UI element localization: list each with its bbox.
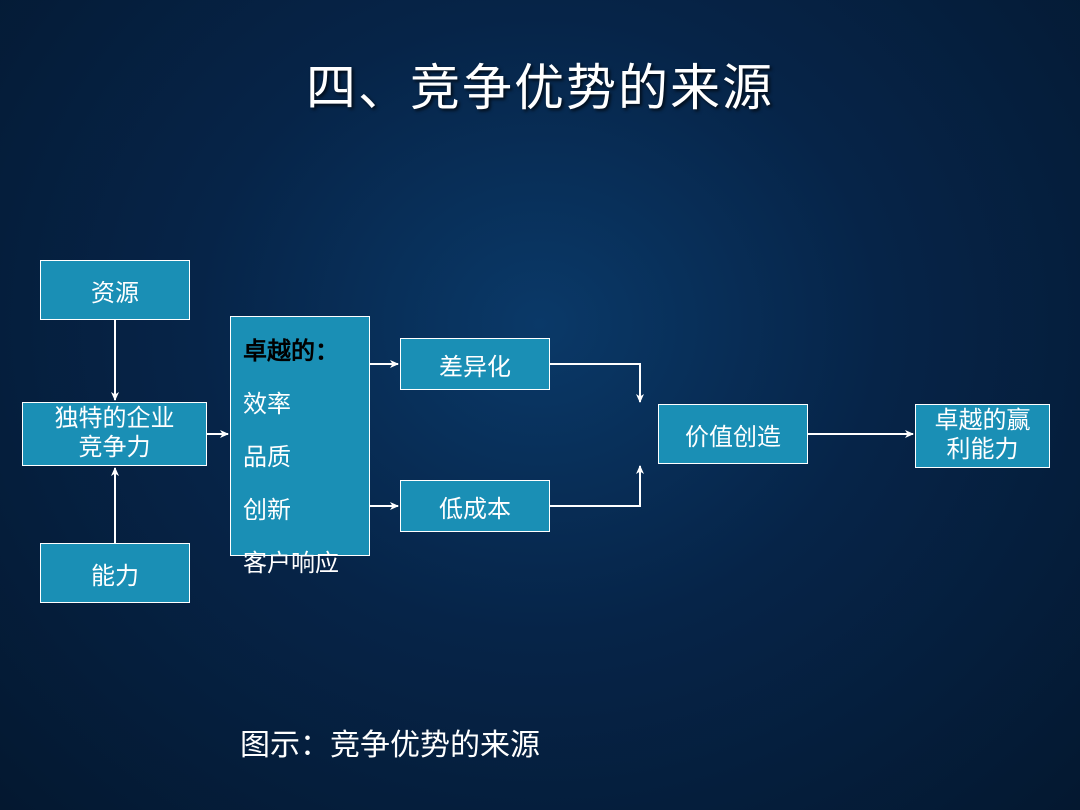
node-competence-label: 独特的企业 竞争力 <box>55 405 175 463</box>
slide-caption: 图示：竞争优势的来源 <box>240 720 540 764</box>
excellence-item-4: 客户响应 <box>243 543 339 578</box>
node-competence: 独特的企业 竞争力 <box>22 402 207 466</box>
node-differentiation: 差异化 <box>400 338 550 390</box>
excellence-item-3: 创新 <box>243 490 291 525</box>
excellence-heading: 卓越的： <box>243 331 339 366</box>
edge-differentiation-value <box>550 364 640 402</box>
node-lowcost: 低成本 <box>400 480 550 532</box>
node-profit-label: 卓越的赢 利能力 <box>935 407 1031 465</box>
node-capability: 能力 <box>40 543 190 603</box>
node-value: 价值创造 <box>658 404 808 464</box>
node-profit: 卓越的赢 利能力 <box>915 404 1050 468</box>
node-resources: 资源 <box>40 260 190 320</box>
excellence-item-2: 品质 <box>243 437 291 472</box>
node-excellence: 卓越的： 效率 品质 创新 客户响应 <box>230 316 370 556</box>
slide-title: 四、竞争优势的来源 <box>0 0 1080 120</box>
excellence-item-1: 效率 <box>243 384 291 419</box>
edge-lowcost-value <box>550 466 640 506</box>
